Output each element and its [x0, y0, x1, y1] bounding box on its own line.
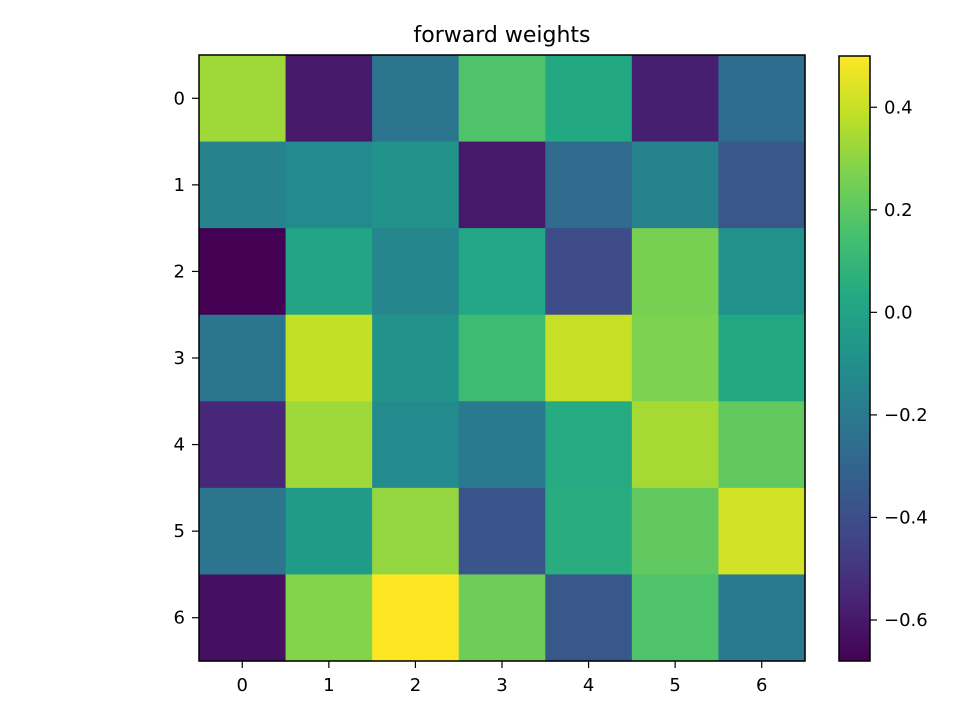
- colorbar-tick-label: 0.2: [884, 200, 913, 221]
- x-tick-label: 4: [583, 675, 594, 696]
- colorbar-frame: [838, 55, 871, 662]
- heatmap-cell: [545, 314, 633, 402]
- heatmap-cell: [458, 574, 546, 662]
- y-axis: 0 1 2 3 4 5 6: [174, 88, 199, 629]
- x-axis: 0 1 2 3 4 5 6: [237, 661, 767, 696]
- heatmap-cell: [199, 141, 287, 229]
- heatmap-cell: [718, 314, 806, 402]
- y-tick-label: 5: [174, 521, 185, 542]
- heatmap-cell: [372, 574, 460, 662]
- x-tick-label: 2: [410, 675, 421, 696]
- heatmap-cell: [285, 55, 373, 143]
- heatmap-cell: [545, 228, 633, 316]
- heatmap-cell: [545, 574, 633, 662]
- heatmap-cell: [631, 487, 720, 576]
- heatmap-cell: [545, 141, 633, 229]
- heatmap-cell: [718, 401, 806, 489]
- heatmap-cell: [199, 314, 287, 402]
- heatmap-cell: [545, 487, 633, 576]
- heatmap-cell: [199, 574, 287, 662]
- heatmap-cell: [285, 228, 373, 316]
- heatmap-cell: [631, 574, 720, 662]
- colorbar-tick-label: −0.6: [884, 610, 928, 631]
- heatmap-cell: [631, 401, 720, 489]
- heatmap-cell: [372, 401, 460, 489]
- heatmap-cell: [285, 487, 373, 576]
- heatmap-cell: [545, 401, 633, 489]
- y-tick-label: 2: [174, 261, 185, 282]
- colorbar-tick-label: −0.2: [884, 405, 928, 426]
- y-tick-label: 1: [174, 175, 185, 196]
- heatmap-cell: [199, 228, 287, 316]
- x-tick-label: 6: [756, 675, 767, 696]
- heatmap-cell: [285, 574, 373, 662]
- heatmap-cell: [199, 487, 287, 576]
- y-tick-label: 4: [174, 435, 185, 456]
- heatmap-cell: [372, 228, 460, 316]
- heatmap-cell: [285, 141, 373, 229]
- heatmap-cell: [631, 141, 720, 229]
- colorbar-tick-label: 0.4: [884, 97, 913, 118]
- colorbar-tick-label: 0.0: [884, 302, 913, 323]
- heatmap-cell: [718, 574, 806, 662]
- colorbar: [839, 56, 870, 661]
- heatmap-cell: [718, 487, 806, 576]
- heatmap-cells: [199, 55, 806, 662]
- heatmap-cell: [372, 314, 460, 402]
- x-tick-label: 1: [323, 675, 334, 696]
- colorbar-axis: 0.4 0.2 0.0 −0.2 −0.4 −0.6: [870, 97, 928, 631]
- heatmap-cell: [285, 401, 373, 489]
- heatmap-cell: [285, 314, 373, 402]
- heatmap-cell: [458, 55, 546, 143]
- heatmap-cell: [458, 141, 546, 229]
- x-tick-label: 0: [237, 675, 248, 696]
- chart-title: forward weights: [414, 23, 591, 48]
- y-tick-label: 0: [174, 88, 185, 109]
- heatmap-cell: [372, 55, 460, 143]
- heatmap-cell: [199, 401, 287, 489]
- heatmap-cell: [458, 314, 546, 402]
- heatmap-cell: [718, 55, 806, 143]
- x-tick-label: 3: [496, 675, 507, 696]
- heatmap-cell: [372, 141, 460, 229]
- y-tick-label: 6: [174, 608, 185, 629]
- heatmap-cell: [545, 55, 633, 143]
- heatmap-cell: [631, 55, 720, 143]
- heatmap-cell: [718, 141, 806, 229]
- heatmap-cell: [199, 55, 287, 143]
- heatmap-cell: [458, 228, 546, 316]
- heatmap-cell: [458, 401, 546, 489]
- heatmap-cell: [458, 487, 546, 576]
- x-tick-label: 5: [669, 675, 680, 696]
- colorbar-tick-label: −0.4: [884, 507, 928, 528]
- heatmap-cell: [372, 487, 460, 576]
- heatmap-cell: [631, 228, 720, 316]
- y-tick-label: 3: [174, 348, 185, 369]
- heatmap-cell: [718, 228, 806, 316]
- heatmap-cell: [631, 314, 720, 402]
